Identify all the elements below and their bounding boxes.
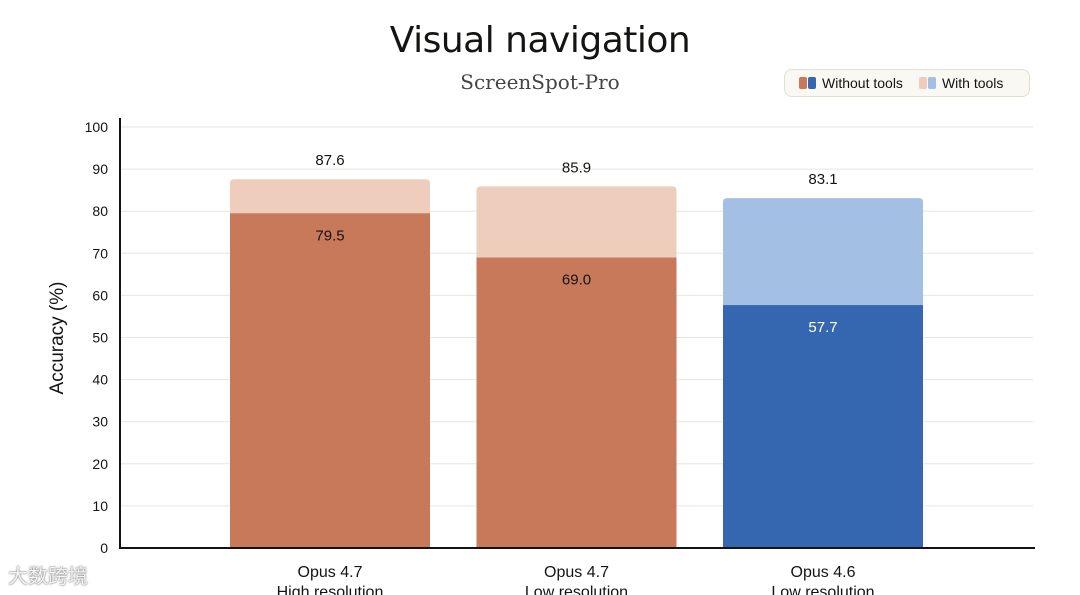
chart-title: Visual navigation (389, 20, 691, 61)
y-tick-label: 30 (92, 414, 108, 430)
y-tick-label: 50 (92, 330, 108, 346)
x-tick-sublabel: Low resolution (771, 584, 874, 595)
bar-without-tools (230, 213, 430, 548)
y-tick-label: 90 (92, 161, 108, 177)
y-tick-label: 20 (92, 456, 108, 472)
chart-subtitle: ScreenSpot-Pro (460, 70, 620, 94)
legend-swatch-without-tools-blue (808, 77, 816, 89)
watermark: 大数跨境 (8, 564, 88, 588)
legend-label-without-tools: Without tools (822, 75, 903, 91)
y-tick-label: 40 (92, 372, 108, 388)
legend-swatch-with-tools-orange (918, 77, 927, 89)
legend-label-with-tools: With tools (941, 75, 1004, 91)
x-tick-label: Opus 4.6 (791, 564, 856, 581)
legend-swatch-without-tools-orange (799, 77, 807, 89)
y-tick-label: 60 (92, 287, 108, 303)
legend-item-with-tools: With tools (918, 75, 1004, 91)
data-label-with-tools: 83.1 (808, 171, 837, 188)
y-axis-label: Accuracy (%) (47, 282, 68, 395)
y-tick-label: 0 (100, 540, 108, 556)
x-tick-sublabel: Low resolution (525, 584, 628, 595)
data-label-with-tools: 85.9 (562, 159, 591, 176)
x-tick-sublabel: High resolution (277, 584, 384, 595)
data-label-without-tools: 69.0 (562, 272, 591, 289)
y-tick-label: 80 (92, 203, 108, 219)
bar-without-tools (723, 305, 923, 548)
data-label-with-tools: 87.6 (315, 152, 344, 169)
legend-item-without-tools: Without tools (799, 75, 903, 91)
bar-without-tools (476, 257, 677, 548)
data-label-without-tools: 79.5 (315, 227, 344, 244)
y-tick-label: 10 (92, 498, 108, 514)
x-tick-label: Opus 4.7 (544, 564, 609, 581)
legend-swatch-with-tools-blue (927, 77, 936, 89)
y-tick-label: 70 (92, 245, 108, 261)
data-label-without-tools: 57.7 (808, 319, 837, 336)
chart-legend: Without tools With tools (784, 69, 1030, 97)
y-tick-label: 100 (85, 119, 109, 135)
x-tick-label: Opus 4.7 (298, 564, 363, 581)
